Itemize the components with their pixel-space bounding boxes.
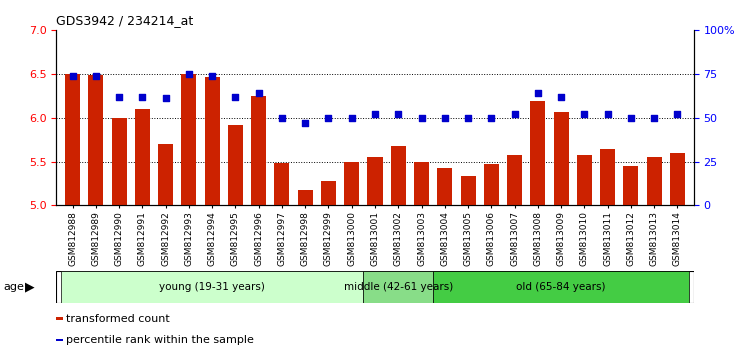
Bar	[530, 101, 545, 205]
Bar	[205, 78, 220, 205]
Bar	[460, 176, 476, 205]
Point	[299, 120, 311, 126]
Point	[532, 90, 544, 96]
Point	[555, 94, 567, 99]
Point	[183, 71, 195, 77]
Text: percentile rank within the sample: percentile rank within the sample	[67, 335, 254, 345]
Point	[671, 112, 683, 117]
Point	[346, 115, 358, 120]
Point	[625, 115, 637, 120]
Point	[369, 112, 381, 117]
Bar	[158, 144, 173, 205]
Point	[136, 94, 148, 99]
Point	[578, 112, 590, 117]
Point	[67, 73, 79, 79]
Bar	[437, 168, 452, 205]
Bar	[554, 113, 568, 205]
Text: transformed count: transformed count	[67, 314, 170, 324]
Point	[322, 115, 334, 120]
Bar	[670, 153, 685, 205]
Point	[392, 112, 404, 117]
Bar	[182, 74, 196, 205]
Point	[416, 115, 428, 120]
Point	[113, 94, 125, 99]
Bar	[363, 271, 434, 303]
Point	[276, 115, 288, 120]
Point	[462, 115, 474, 120]
Bar	[56, 338, 63, 341]
Text: ▶: ▶	[25, 280, 34, 293]
Bar	[61, 271, 363, 303]
Point	[206, 73, 218, 79]
Text: old (65-84 years): old (65-84 years)	[517, 282, 606, 292]
Text: young (19-31 years): young (19-31 years)	[159, 282, 265, 292]
Bar	[507, 154, 522, 205]
Bar	[433, 271, 689, 303]
Text: age: age	[4, 282, 25, 292]
Bar	[414, 161, 429, 205]
Bar	[344, 161, 359, 205]
Point	[602, 112, 613, 117]
Bar	[251, 96, 266, 205]
Bar	[56, 317, 63, 320]
Point	[90, 73, 102, 79]
Bar	[368, 157, 382, 205]
Bar	[274, 163, 290, 205]
Bar	[484, 164, 499, 205]
Bar	[391, 146, 406, 205]
Text: middle (42-61 years): middle (42-61 years)	[344, 282, 453, 292]
Point	[439, 115, 451, 120]
Point	[485, 115, 497, 120]
Bar	[298, 190, 313, 205]
Bar	[112, 118, 127, 205]
Point	[253, 90, 265, 96]
Bar	[623, 166, 638, 205]
Bar	[321, 181, 336, 205]
Point	[509, 112, 520, 117]
Point	[648, 115, 660, 120]
Point	[160, 96, 172, 101]
Bar	[646, 157, 662, 205]
Bar	[600, 149, 615, 205]
Bar	[88, 75, 104, 205]
Bar	[135, 109, 150, 205]
Point	[230, 94, 242, 99]
Bar	[228, 125, 243, 205]
Bar	[577, 154, 592, 205]
Text: GDS3942 / 234214_at: GDS3942 / 234214_at	[56, 14, 194, 27]
Bar	[65, 74, 80, 205]
